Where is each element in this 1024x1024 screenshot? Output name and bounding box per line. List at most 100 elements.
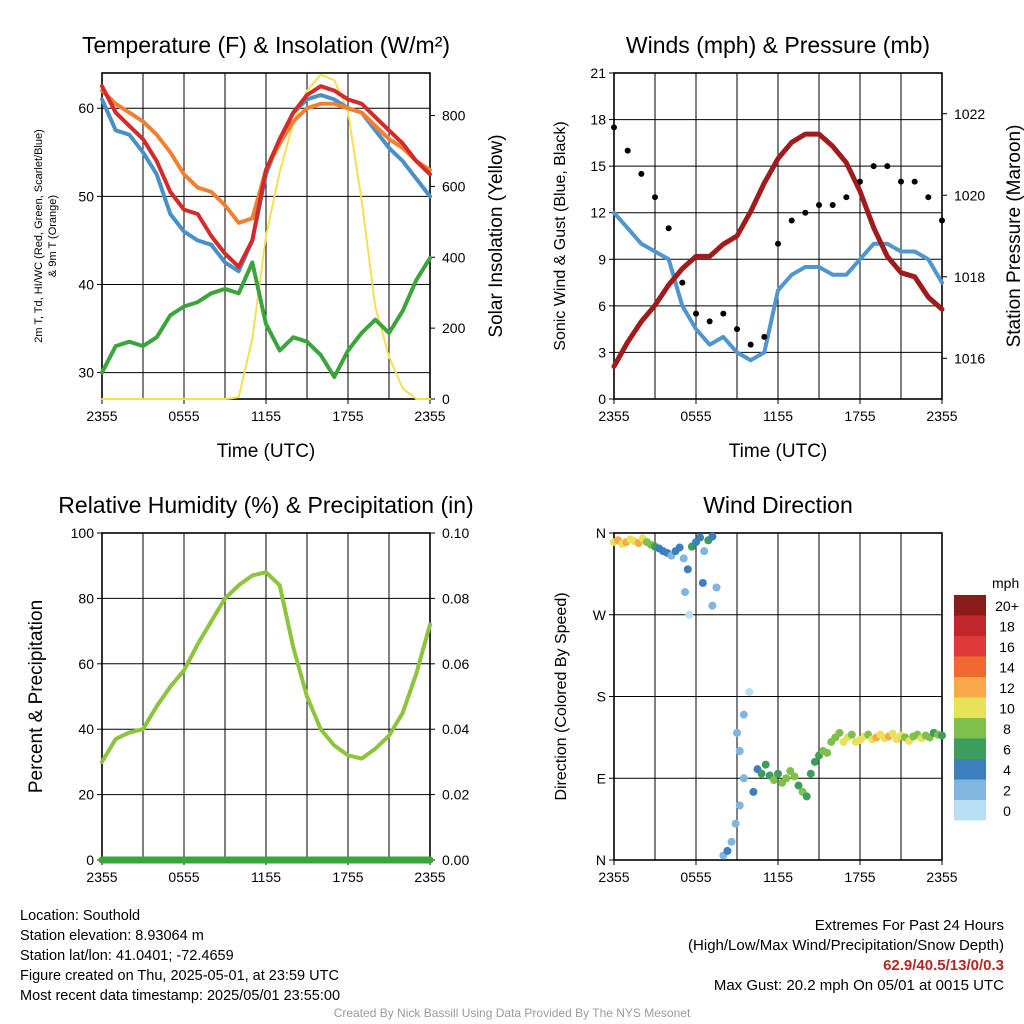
direction-point [731,819,740,828]
x-tick-label: 2355 [414,408,445,424]
direction-point [735,801,744,810]
gust-point [829,201,836,208]
series-line [100,84,432,269]
direction-point [806,769,815,778]
y2-tick-label: 0 [442,391,450,407]
gust-point [693,310,699,317]
y2-tick-label: 800 [442,108,466,124]
direction-point [769,776,778,785]
y2-tick-label: 0.04 [442,721,469,737]
y-tick-label: 50 [78,188,94,204]
x-tick-label: 1755 [332,408,363,424]
legend-label: 14 [999,660,1015,676]
location-text: Location: Southold [20,908,141,924]
y-tick-label: 15 [590,158,606,174]
direction-point [683,565,692,574]
x-tick-label: 2355 [926,408,957,424]
gust-point [775,240,781,247]
y-tick-label: 21 [590,65,606,81]
x-tick-label: 1755 [844,869,875,885]
y2-tick-label: 200 [442,320,466,336]
y2-tick-label: 0.00 [442,852,469,868]
winds-panel: 2355 0555 1155 1755 235503691215182110161018… [552,32,1024,462]
chart-title: Winds (mph) & Pressure (mb) [626,32,930,58]
legend-label: 16 [999,639,1015,655]
gust-point [624,147,631,154]
direction-point [739,774,748,783]
latlon-text: Station lat/lon: 41.0401; -72.4659 [20,948,234,964]
y-tick-label: N [596,852,606,868]
direction-point [847,730,856,739]
x-tick-label: 1155 [251,869,281,885]
gust-point [843,194,850,201]
pressure-line [611,131,945,369]
y-tick-label: 0 [86,852,94,868]
x-tick-label: 1755 [844,408,875,424]
x-tick-label: 2355 [598,869,629,885]
extremes-values: 62.9/40.5/13/0/0.3 [883,957,1004,974]
x-axis-label: Time (UTC) [217,441,316,462]
direction-point [794,781,803,790]
direction-point [823,748,832,757]
elevation-text: Station elevation: 8.93064 m [20,928,204,944]
legend-swatch [954,800,986,821]
gust-point [638,170,645,177]
y2-tick-label: 600 [442,178,466,194]
y-tick-label: N [596,525,606,541]
y-tick-label: 3 [598,344,606,360]
legend-swatch [954,779,986,800]
gust-point [857,178,863,185]
y-tick-label: 40 [78,276,94,292]
direction-point [757,769,766,778]
direction-point [723,846,732,855]
y-tick-label: 100 [71,525,95,541]
x-tick-label: 2355 [86,869,117,885]
chart-title: Relative Humidity (%) & Precipitation (i… [58,492,473,518]
gust-point [679,279,686,286]
meteogram-figure: 2355 0555 1155 1755 235530405060020040060080… [26,32,1024,885]
extremes-box: Extremes For Past 24 Hours (High/Low/Max… [688,916,1004,996]
direction-point [774,769,782,778]
direction-point [739,710,748,719]
y-tick-label: 6 [598,298,606,314]
x-tick-label: 1155 [763,869,793,885]
station-info: Location: Southold Station elevation: 8.… [20,906,340,1006]
x-tick-label: 1155 [763,408,793,424]
y-tick-label: 80 [78,590,94,606]
direction-point [685,610,694,619]
direction-point [761,760,770,769]
gust-point [939,217,945,224]
gust-point [611,124,617,131]
direction-point [786,766,795,775]
y-axis-label: Sonic Wind & Gust (Blue, Black) [552,121,569,350]
chart-title: Temperature (F) & Insolation (W/m²) [82,32,450,58]
legend-swatch [954,759,986,780]
y-tick-label: 9 [598,251,606,267]
y-tick-label: W [593,607,607,623]
gust-point [734,326,740,333]
legend-swatch [954,636,986,657]
direction-point [938,731,946,740]
legend-label: 2 [1003,783,1011,799]
legend-label: 20+ [995,598,1019,614]
legend-label: 6 [1003,742,1011,758]
gust-point [652,194,658,201]
legend-label: 8 [1003,721,1011,737]
y2-tick-label: 0.10 [442,525,469,541]
gust-point [870,163,877,170]
y-tick-label: E [597,770,606,786]
direction-point [782,774,791,783]
legend-label: 4 [1003,762,1011,778]
legend-label: 10 [999,701,1015,717]
x-tick-label: 2355 [598,408,629,424]
y2-tick-label: 1018 [954,269,985,285]
y2-tick-label: 1016 [954,350,985,366]
direction-point [749,787,758,796]
series-line [101,73,431,400]
created-text: Figure created on Thu, 2025-05-01, at 23… [20,968,339,984]
legend-swatch [954,595,986,616]
gust-point [706,318,713,325]
direction-point [790,772,799,781]
x-tick-label: 0555 [168,869,199,885]
